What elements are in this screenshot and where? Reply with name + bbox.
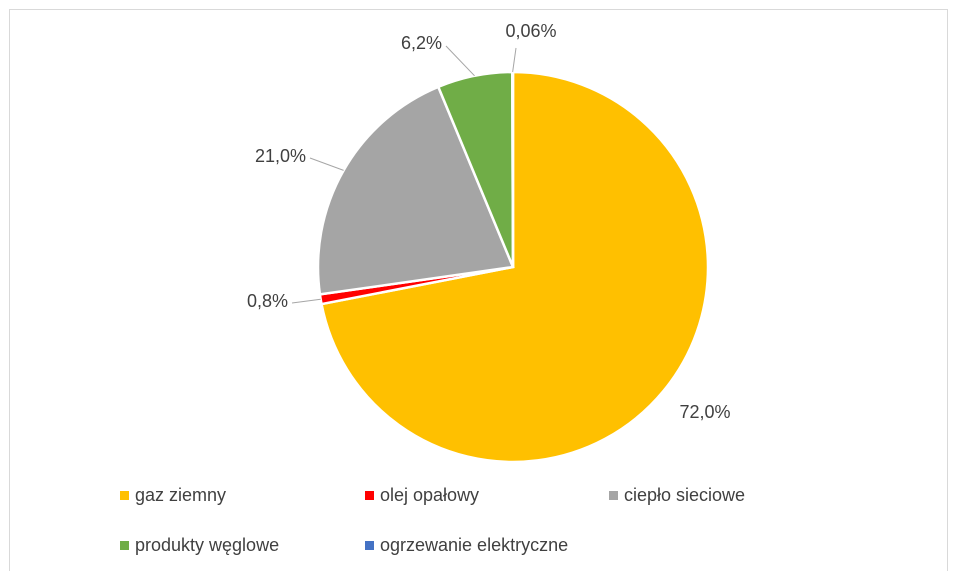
legend-label: ogrzewanie elektryczne	[380, 535, 568, 555]
data-label: 6,2%	[401, 33, 442, 53]
data-label: 72,0%	[679, 402, 730, 422]
data-label: 0,06%	[505, 21, 556, 41]
legend-marker	[609, 491, 618, 500]
data-label: 21,0%	[255, 146, 306, 166]
pie-slice	[511, 70, 515, 268]
data-label: 0,8%	[247, 291, 288, 311]
legend-label: gaz ziemny	[135, 485, 226, 505]
pie-slice	[320, 70, 710, 464]
legend-label: produkty węglowe	[135, 535, 279, 555]
legend-label: olej opałowy	[380, 485, 479, 505]
legend-marker	[120, 541, 129, 550]
legend-marker	[365, 541, 374, 550]
leader-line	[309, 157, 344, 171]
leader-line	[291, 298, 321, 304]
legend-label: ciepło sieciowe	[624, 485, 745, 505]
pie-slice	[316, 85, 515, 296]
legend-marker	[365, 491, 374, 500]
leader-line	[512, 47, 517, 73]
legend-marker	[120, 491, 129, 500]
leader-line	[445, 45, 475, 77]
